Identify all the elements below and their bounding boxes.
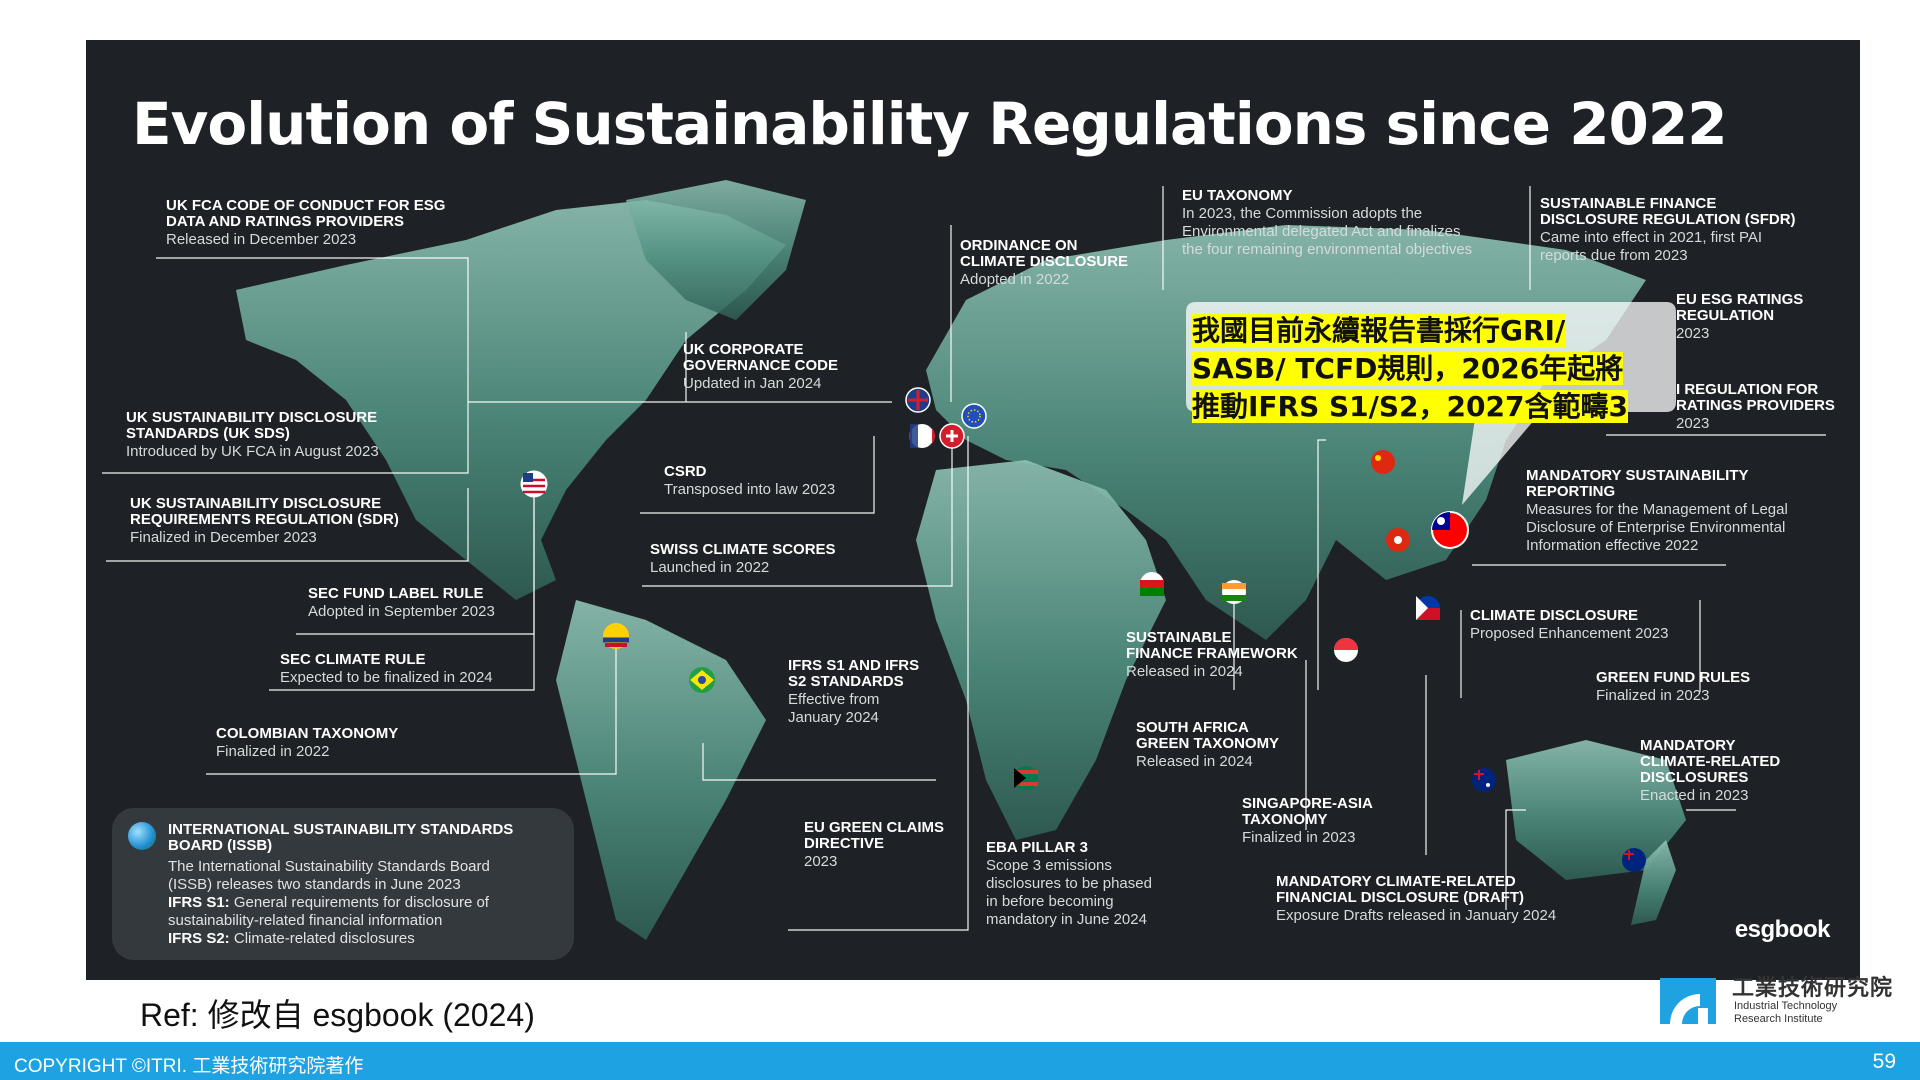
label-regulation-ratings-providers: I REGULATION FOR RATINGS PROVIDERS 2023 — [1676, 381, 1835, 433]
itri-logo-chinese: 工業技術研究院 — [1732, 975, 1894, 1000]
china-flag-icon — [1371, 450, 1395, 474]
label-south-africa-tax: SOUTH AFRICA GREEN TAXONOMY Released in … — [1136, 719, 1280, 771]
itri-mark-icon — [1660, 978, 1716, 1024]
new-zealand-land — [1631, 840, 1676, 925]
label-csrd: CSRD Transposed into law 2023 — [664, 463, 836, 499]
label-eu-green-claims: EU GREEN CLAIMS DIRECTIVE 2023 — [804, 819, 945, 871]
label-eba-pillar: EBA PILLAR 3 Scope 3 emissions disclosur… — [986, 839, 1152, 929]
leader-lines — [102, 186, 1826, 931]
copyright-text: COPYRIGHT ©ITRI. 工業技術研究院著作 — [14, 1056, 364, 1077]
callout-text: 我國目前永續報告書採行GRI/ SASB/ TCFD規則，2026年起將 推動I… — [1192, 314, 1628, 423]
label-sustainable-finance-fw: SUSTAINABLE FINANCE FRAMEWORK Released i… — [1126, 629, 1298, 681]
label-sec-fund-label: SEC FUND LABEL RULE Adopted in September… — [308, 585, 495, 621]
eu-flag-icon — [961, 403, 987, 429]
australia-land — [1506, 740, 1686, 880]
label-uk-sdr: UK SUSTAINABILITY DISCLOSURE REQUIREMENT… — [130, 495, 399, 547]
label-ifrs-standards: IFRS S1 AND IFRS S2 STANDARDS Effective … — [788, 657, 920, 727]
reference-note: Ref: 修改自 esgbook (2024) — [140, 997, 535, 1033]
infographic-panel: Evolution of Sustainability Regulations … — [86, 40, 1860, 980]
title: Evolution of Sustainability Regulations … — [132, 90, 1728, 158]
label-ordinance-climate: ORDINANCE ON CLIMATE DISCLOSURE Adopted … — [960, 237, 1129, 289]
flag-markers — [520, 387, 1646, 872]
itri-logo-english: Industrial Technology Research Institute — [1734, 1000, 1838, 1025]
label-uk-sds: UK SUSTAINABILITY DISCLOSURE STANDARDS (… — [126, 409, 379, 461]
greenland-land — [626, 180, 806, 320]
esgbook-logo: esgbook — [1734, 916, 1831, 943]
issb-box: INTERNATIONAL SUSTAINABILITY STANDARDS B… — [112, 808, 574, 960]
page-number: 59 — [1872, 1050, 1896, 1073]
label-singapore-asia: SINGAPORE-ASIA TAXONOMY Finalized in 202… — [1242, 795, 1373, 847]
label-eu-taxonomy: EU TAXONOMY In 2023, the Commission adop… — [1182, 187, 1473, 259]
label-climate-disclosure: CLIMATE DISCLOSURE Proposed Enhancement … — [1470, 607, 1669, 643]
label-mandatory-sust-reporting: MANDATORY SUSTAINABILITY REPORTING Measu… — [1526, 467, 1788, 555]
label-eu-esg-ratings: EU ESG RATINGS REGULATION 2023 — [1676, 291, 1804, 343]
label-mandatory-financial-draft: MANDATORY CLIMATE-RELATED FINANCIAL DISC… — [1276, 873, 1557, 925]
label-uk-corp-gov: UK CORPORATE GOVERNANCE CODE Updated in … — [683, 341, 839, 393]
label-green-fund-rules: GREEN FUND RULES Finalized in 2023 — [1596, 669, 1751, 705]
issb-heading: INTERNATIONAL SUSTAINABILITY STANDARDS B… — [168, 821, 514, 854]
south-america-land — [556, 600, 766, 940]
itri-logo: 工業技術研究院 Industrial Technology Research I… — [1660, 970, 1900, 1030]
australia-flag-icon — [1472, 768, 1496, 792]
label-swiss-climate: SWISS CLIMATE SCORES Launched in 2022 — [650, 541, 836, 577]
africa-land — [916, 460, 1166, 840]
issb-body: The International Sustainability Standar… — [168, 858, 490, 947]
label-sec-climate: SEC CLIMATE RULE Expected to be finalize… — [280, 651, 493, 687]
label-mandatory-climate-disc: MANDATORY CLIMATE-RELATED DISCLOSURES En… — [1640, 737, 1781, 805]
label-colombian-tax: COLOMBIAN TAXONOMY Finalized in 2022 — [216, 725, 399, 761]
label-uk-fca-code: UK FCA CODE OF CONDUCT FOR ESG DATA AND … — [166, 197, 446, 249]
label-sfdr: SUSTAINABLE FINANCE DISCLOSURE REGULATIO… — [1540, 195, 1796, 265]
globe-icon — [128, 822, 156, 850]
north-america-land — [236, 200, 786, 600]
new-zealand-flag-icon — [1622, 848, 1646, 872]
footer-bar: COPYRIGHT ©ITRI. 工業技術研究院著作 59 — [0, 1042, 1920, 1080]
